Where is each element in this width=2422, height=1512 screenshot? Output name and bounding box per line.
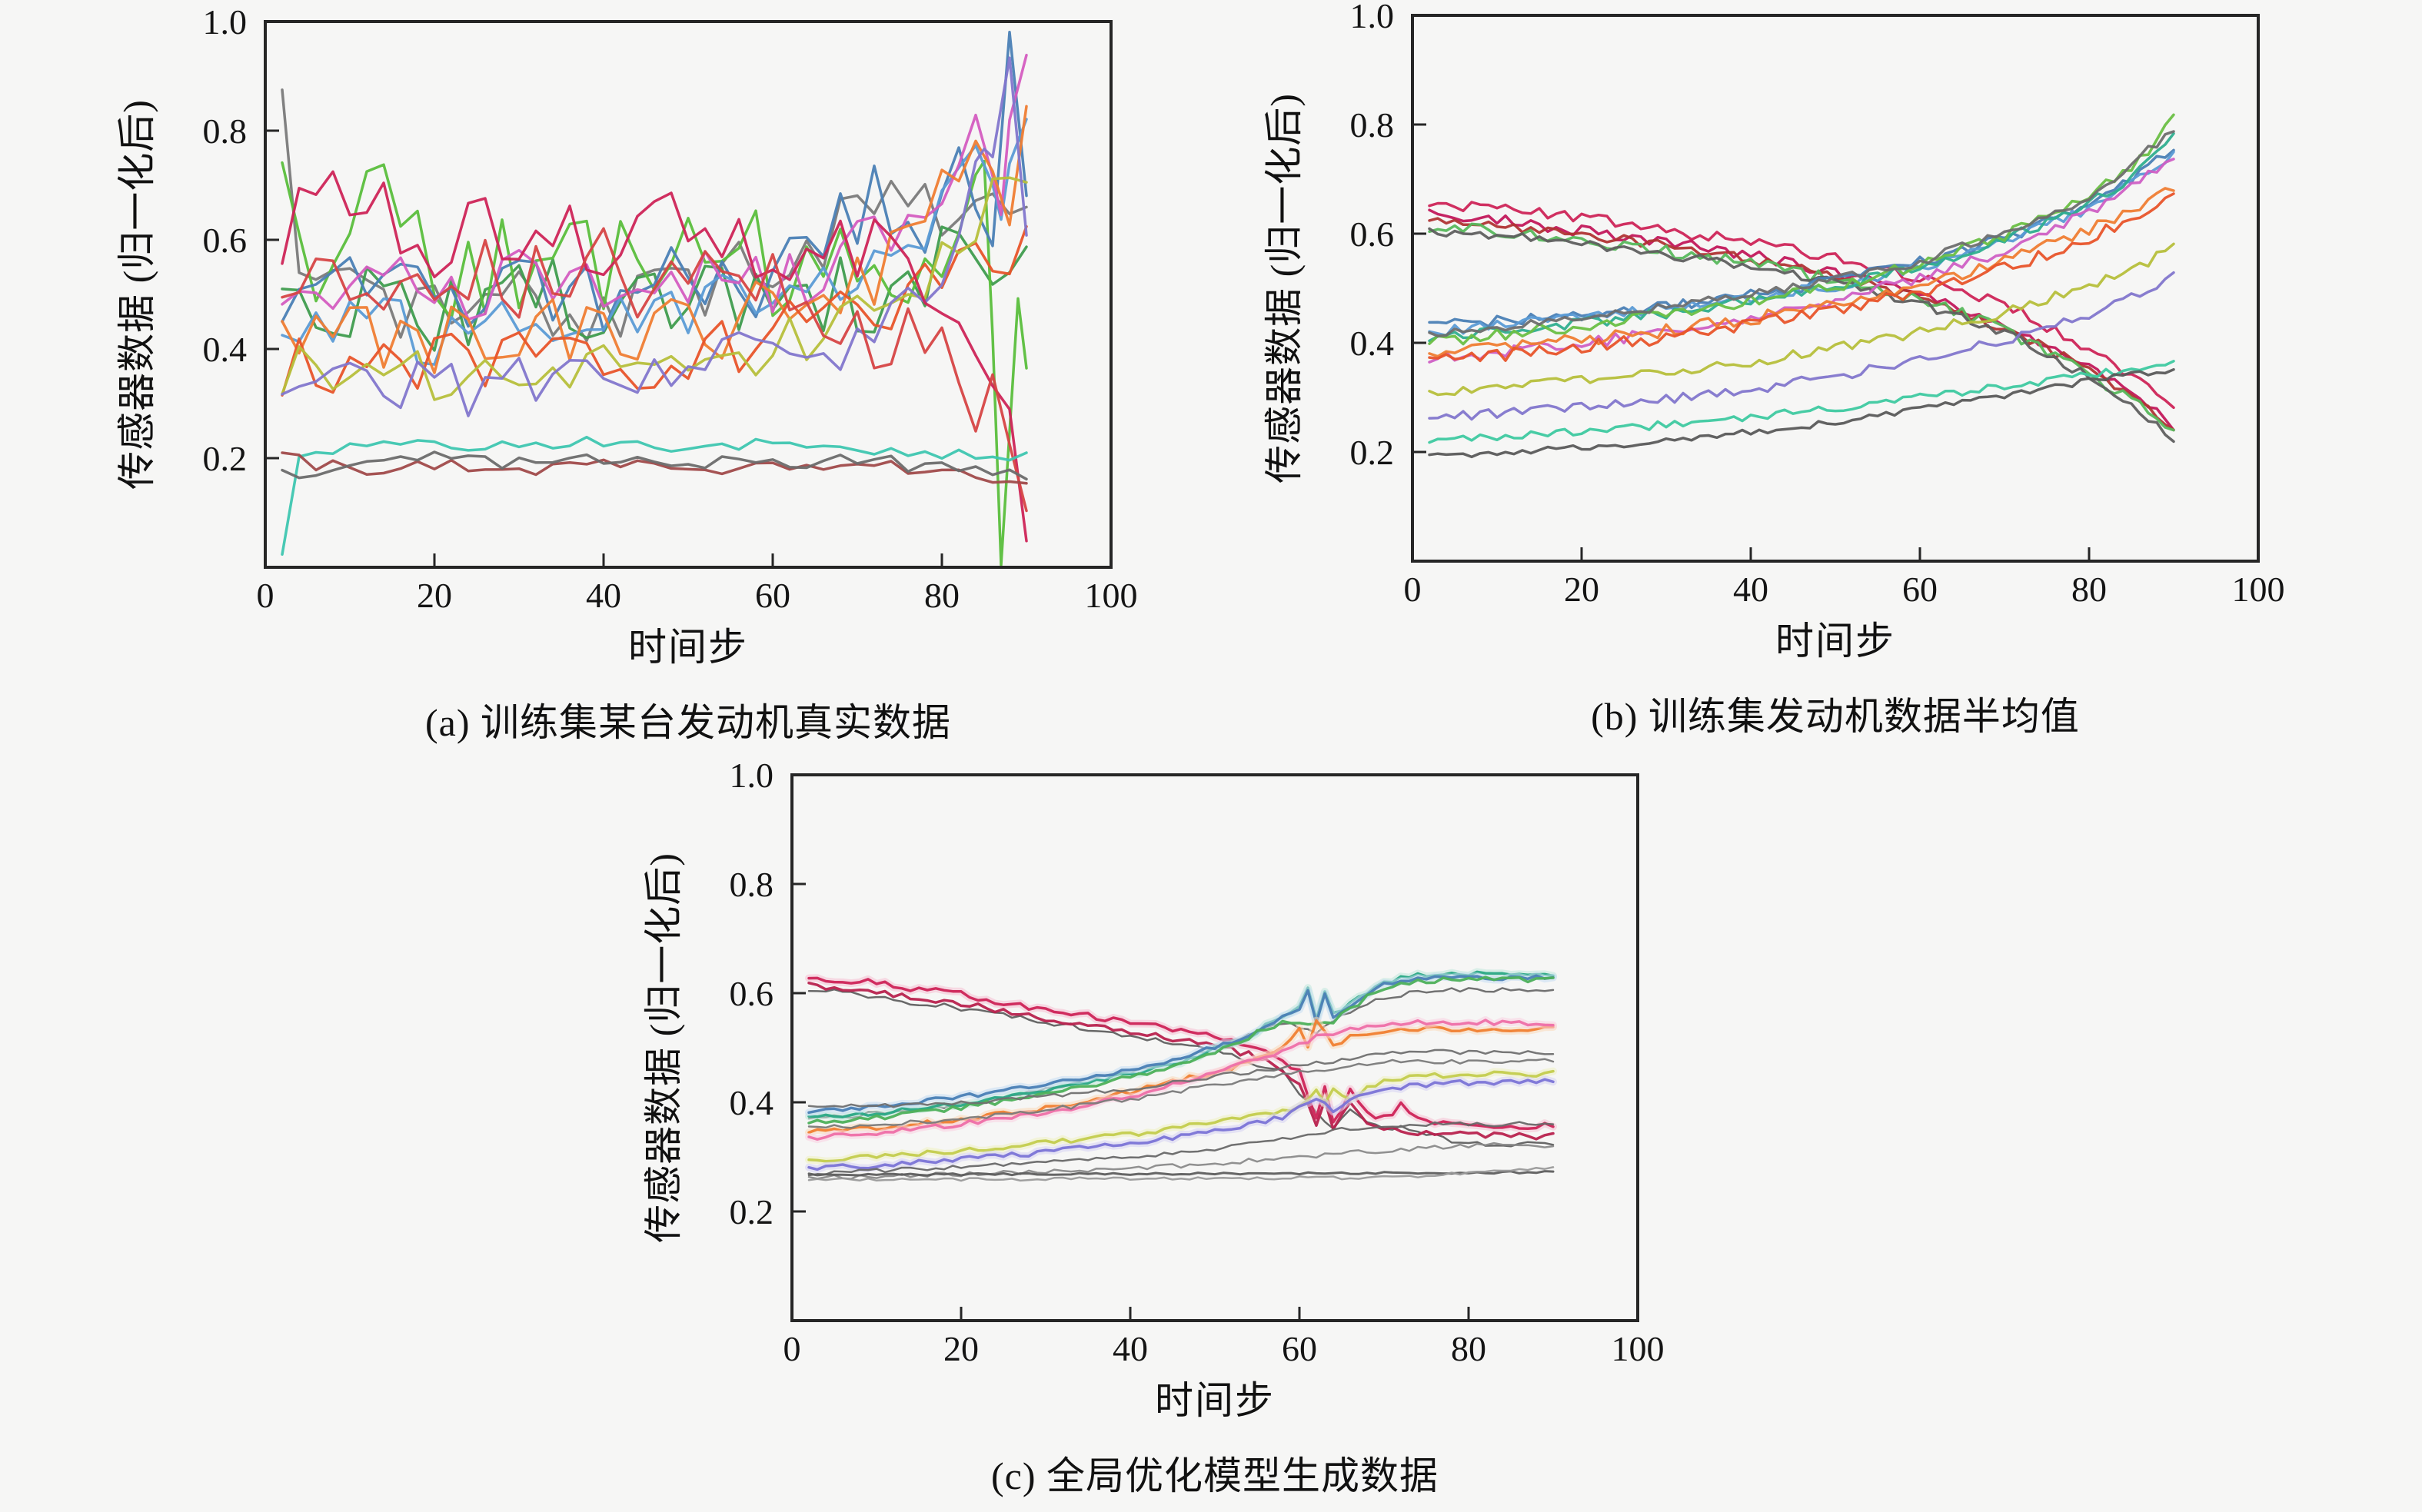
svg-text:0.2: 0.2 [1350,433,1395,472]
svg-text:40: 40 [1113,1329,1148,1368]
svg-text:100: 100 [1085,576,1138,615]
chart-c-plot-area: 0 20 40 60 80 100 0.2 0.4 0.6 0.8 1.0 [730,756,1665,1368]
svg-text:80: 80 [1451,1329,1486,1368]
svg-text:1.0: 1.0 [203,2,248,42]
svg-text:0.8: 0.8 [730,865,774,904]
svg-text:0.2: 0.2 [730,1192,774,1231]
svg-text:100: 100 [2232,570,2285,609]
svg-text:0.4: 0.4 [203,330,248,369]
chart-a-real-engine-data: 传感器数据 (归一化后) 0 20 40 60 80 100 0.2 0.4 0.6 0.8 1.0… [115,2,1138,747]
svg-text:1.0: 1.0 [730,756,774,795]
chart-c-x-axis-label: 时间步 [1155,1379,1275,1422]
svg-text:0.6: 0.6 [730,974,774,1013]
svg-text:80: 80 [924,576,960,615]
chart-a-x-axis-label: 时间步 [628,626,748,669]
svg-text:20: 20 [417,576,452,615]
svg-text:100: 100 [1612,1329,1665,1368]
chart-c-y-axis-label: 传感器数据 (归一化后) [642,852,685,1243]
svg-text:0.4: 0.4 [730,1083,774,1122]
chart-c-caption: (c) 全局优化模型生成数据 [991,1454,1439,1497]
svg-text:40: 40 [586,576,621,615]
svg-text:0.8: 0.8 [203,111,248,151]
svg-text:0.2: 0.2 [203,439,248,478]
chart-a-caption: (a) 训练集某台发动机真实数据 [425,701,951,744]
svg-text:0.6: 0.6 [1350,214,1395,254]
chart-b-plot-area: 0 20 40 60 80 100 0.2 0.4 0.6 0.8 1.0 [1350,0,2285,609]
svg-text:40: 40 [1733,570,1768,609]
svg-text:0.4: 0.4 [1350,324,1395,363]
chart-b-caption: (b) 训练集发动机数据半均值 [1591,695,2080,738]
svg-text:0: 0 [257,576,274,615]
svg-text:60: 60 [755,576,790,615]
svg-text:0: 0 [783,1329,801,1368]
svg-text:60: 60 [1282,1329,1317,1368]
chart-c-generated-data: 传感器数据 (归一化后) 0 20 40 60 80 100 0.2 0.4 0.6 0.8 1.0… [642,756,1665,1500]
chart-a-y-axis-label: 传感器数据 (归一化后) [115,99,158,490]
svg-text:20: 20 [1564,570,1599,609]
chart-b-mean-engine-data: 传感器数据 (归一化后) 0 20 40 60 80 100 0.2 0.4 0.6 0.8 1.0… [1263,0,2285,741]
svg-text:0: 0 [1404,570,1422,609]
svg-text:80: 80 [2071,570,2107,609]
chart-a-plot-area: 0 20 40 60 80 100 0.2 0.4 0.6 0.8 1.0 [203,2,1138,615]
svg-text:1.0: 1.0 [1350,0,1395,35]
chart-b-x-axis-label: 时间步 [1775,620,1895,663]
chart-b-y-axis-label: 传感器数据 (归一化后) [1263,93,1306,484]
svg-text:0.6: 0.6 [203,221,248,260]
svg-text:0.8: 0.8 [1350,105,1395,145]
svg-text:20: 20 [943,1329,979,1368]
svg-text:60: 60 [1902,570,1938,609]
